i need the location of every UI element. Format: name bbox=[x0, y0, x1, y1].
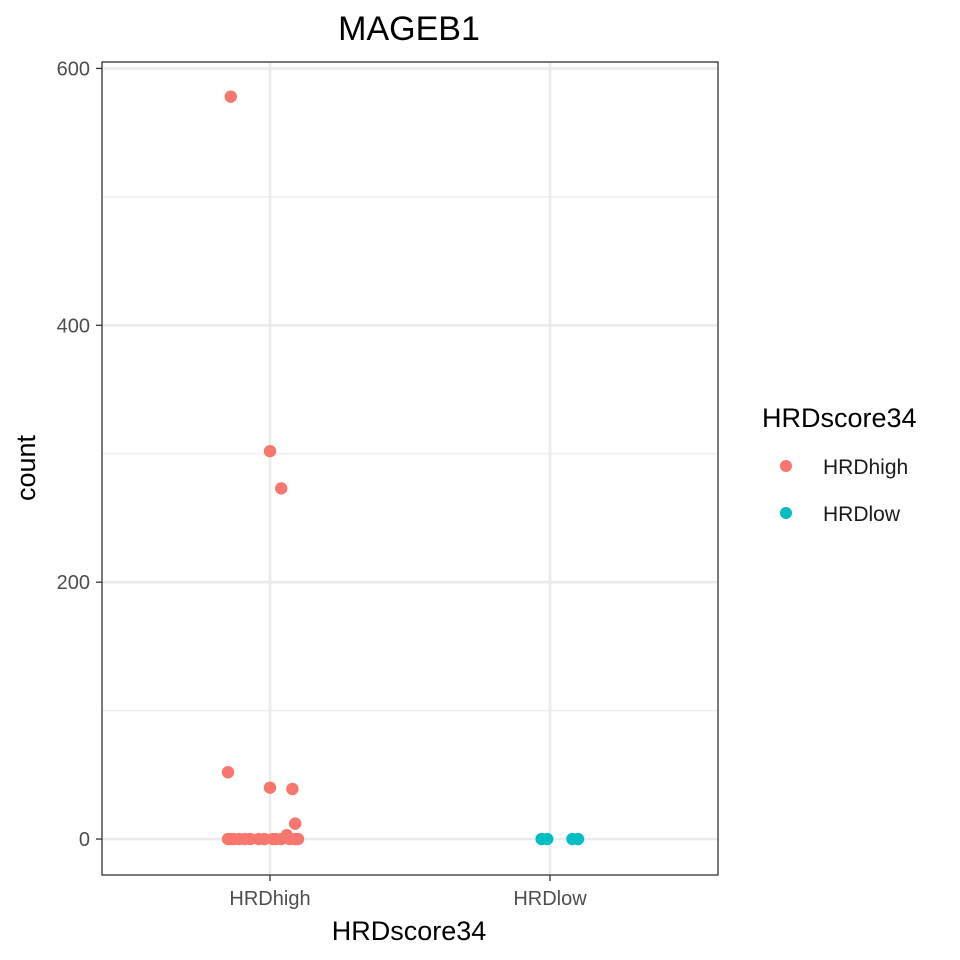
panel-background bbox=[102, 62, 718, 875]
point-hrdhigh bbox=[275, 482, 288, 495]
x-tick-label: HRDhigh bbox=[229, 888, 310, 910]
point-hrdhigh bbox=[291, 832, 305, 846]
legend-key-hrdlow bbox=[780, 507, 792, 519]
grid-lines bbox=[102, 62, 718, 875]
legend-key-hrdhigh bbox=[780, 460, 792, 472]
y-axis-title: count bbox=[11, 434, 41, 501]
y-axis: 0 200 400 600 bbox=[57, 58, 102, 851]
y-tick-label: 600 bbox=[57, 58, 90, 80]
chart-title: MAGEB1 bbox=[338, 10, 480, 48]
data-points bbox=[221, 90, 585, 846]
y-tick-label: 400 bbox=[57, 315, 90, 337]
panel-border bbox=[101, 61, 719, 876]
legend: HRDscore34 HRDhigh HRDlow bbox=[762, 403, 917, 526]
legend-label-hrdlow: HRDlow bbox=[823, 503, 901, 526]
point-hrdhigh bbox=[263, 444, 277, 458]
y-tick-label: 0 bbox=[79, 829, 90, 851]
point-hrdlow bbox=[541, 832, 554, 846]
point-hrdlow bbox=[571, 832, 585, 846]
legend-label-hrdhigh: HRDhigh bbox=[823, 456, 908, 479]
point-hrdhigh bbox=[289, 817, 302, 830]
point-hrdhigh bbox=[286, 782, 299, 796]
point-hrdhigh bbox=[263, 781, 277, 794]
y-tick-label: 200 bbox=[57, 572, 90, 594]
plot-panel bbox=[101, 61, 719, 876]
x-axis-title: HRDscore34 bbox=[332, 916, 487, 946]
point-hrdhigh bbox=[221, 766, 235, 779]
legend-title: HRDscore34 bbox=[762, 403, 917, 433]
x-tick-label: HRDlow bbox=[513, 888, 587, 910]
x-axis: HRDhigh HRDlow bbox=[229, 875, 587, 910]
point-hrdhigh bbox=[224, 90, 237, 103]
